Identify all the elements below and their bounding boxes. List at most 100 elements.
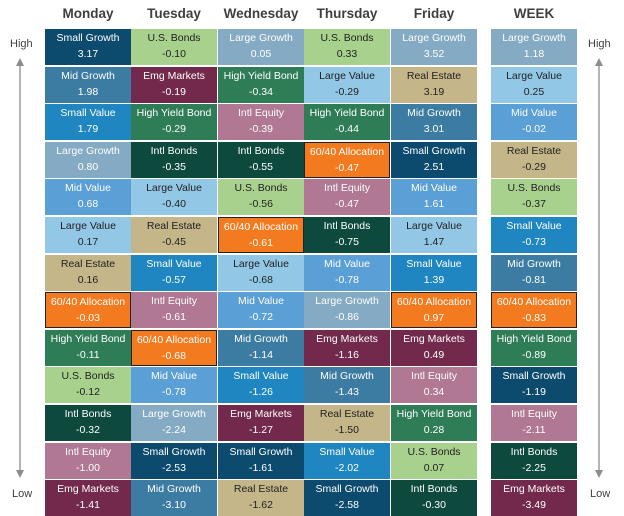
cell-return-value: -0.57 <box>162 273 186 286</box>
cell-asset-label: Small Value <box>506 220 562 232</box>
cell-asset-label: Emg Markets <box>57 483 119 496</box>
cell-monday-intl-equity: Intl Equity -1.00 <box>45 442 131 479</box>
cell-asset-label: Real Estate <box>233 483 289 496</box>
cell-monday-60-40-allocation: 60/40 Allocation -0.03 <box>45 292 131 329</box>
cell-return-value: -0.44 <box>335 123 359 136</box>
high-label-right: High <box>588 38 611 50</box>
cell-return-value: 1.98 <box>77 85 99 98</box>
cell-return-value: -0.56 <box>249 198 273 211</box>
cell-thursday-mid-value: Mid Value -0.78 <box>304 254 390 291</box>
cell-return-value: 0.80 <box>77 160 99 173</box>
column-header-wednesday: Wednesday <box>223 6 299 21</box>
cell-return-value: -1.62 <box>249 499 273 512</box>
cell-asset-label: Emg Markets <box>316 332 378 345</box>
cell-return-value: 1.61 <box>423 198 445 211</box>
cell-asset-label: Mid Growth <box>507 257 561 270</box>
cell-return-value: 0.17 <box>77 236 99 248</box>
cell-asset-label: Large Growth <box>402 32 466 44</box>
cell-week-small-value: Small Value -0.73 <box>491 217 577 253</box>
cell-tuesday-small-growth: Small Growth -2.53 <box>131 442 217 479</box>
cell-return-value: 3.17 <box>77 48 99 60</box>
cell-return-value: 1.18 <box>523 48 545 60</box>
cell-asset-label: 60/40 Allocation <box>223 221 299 233</box>
cell-wednesday-mid-value: Mid Value -0.72 <box>218 292 304 329</box>
cell-return-value: 0.33 <box>336 48 358 60</box>
cell-return-value: -0.19 <box>162 85 186 98</box>
cell-asset-label: High Yield Bond <box>496 332 572 345</box>
cell-asset-label: 60/40 Allocation <box>396 296 472 309</box>
cell-wednesday-small-growth: Small Growth -1.61 <box>218 442 304 479</box>
cell-wednesday-high-yield-bond: High Yield Bond -0.34 <box>218 66 304 103</box>
cell-asset-label: Small Growth <box>402 144 466 157</box>
cell-asset-label: Intl Bonds <box>323 220 371 232</box>
cell-week-real-estate: Real Estate -0.29 <box>491 141 577 178</box>
cell-monday-large-value: Large Value 0.17 <box>45 217 131 253</box>
cell-return-value: -2.58 <box>335 499 359 512</box>
cell-return-value: -0.37 <box>522 198 546 211</box>
cell-thursday-small-growth: Small Growth -2.58 <box>304 480 390 516</box>
cell-return-value: -0.35 <box>162 160 186 173</box>
cell-week-mid-growth: Mid Growth -0.81 <box>491 254 577 291</box>
cell-return-value: 3.52 <box>423 48 445 60</box>
cell-asset-label: High Yield Bond <box>309 107 385 120</box>
cell-asset-label: Intl Bonds <box>150 144 198 157</box>
cell-wednesday-intl-equity: Intl Equity -0.39 <box>218 104 304 141</box>
cell-asset-label: Small Growth <box>229 445 293 458</box>
cell-asset-label: Large Value <box>506 69 562 82</box>
cell-return-value: -0.47 <box>335 198 359 211</box>
cell-asset-label: Intl Bonds <box>410 483 458 496</box>
cell-asset-label: Intl Equity <box>237 107 285 120</box>
column-header-thursday: Thursday <box>316 6 378 21</box>
cell-tuesday-intl-equity: Intl Equity -0.61 <box>131 292 217 329</box>
cell-asset-label: Emg Markets <box>503 483 565 496</box>
cell-return-value: -0.10 <box>162 48 186 60</box>
cell-return-value: -0.45 <box>162 236 186 248</box>
cell-return-value: 1.39 <box>423 273 445 286</box>
cell-return-value: 0.07 <box>423 461 445 474</box>
cell-return-value: -0.72 <box>249 311 273 324</box>
cell-return-value: 0.68 <box>77 198 99 211</box>
cell-thursday-60-40-allocation: 60/40 Allocation -0.47 <box>304 141 390 178</box>
cell-return-value: -0.61 <box>249 237 273 249</box>
cell-thursday-emg-markets: Emg Markets -1.16 <box>304 329 390 366</box>
cell-asset-label: Real Estate <box>319 408 375 420</box>
cell-week-large-value: Large Value 0.25 <box>491 66 577 103</box>
cell-asset-label: U.S. Bonds <box>507 182 561 195</box>
cell-friday-mid-value: Mid Value 1.61 <box>391 179 477 216</box>
cell-asset-label: 60/40 Allocation <box>136 333 212 346</box>
cell-return-value: -0.55 <box>249 160 273 173</box>
cell-return-value: 0.49 <box>423 348 445 361</box>
cell-friday-emg-markets: Emg Markets 0.49 <box>391 329 477 366</box>
cell-tuesday-u-s-bonds: U.S. Bonds -0.10 <box>131 29 217 65</box>
cell-asset-label: Mid Value <box>411 182 457 195</box>
cell-return-value: -1.27 <box>249 424 273 436</box>
cell-return-value: -2.11 <box>522 424 546 436</box>
cell-return-value: -0.75 <box>335 236 359 248</box>
cell-asset-label: U.S. Bonds <box>147 32 201 44</box>
cell-tuesday-real-estate: Real Estate -0.45 <box>131 217 217 253</box>
cell-tuesday-high-yield-bond: High Yield Bond -0.29 <box>131 104 217 141</box>
cell-return-value: -1.00 <box>76 461 100 474</box>
cell-asset-label: Real Estate <box>146 220 202 232</box>
cell-asset-label: Mid Value <box>511 107 557 120</box>
cell-week-small-growth: Small Growth -1.19 <box>491 367 577 404</box>
cell-tuesday-mid-growth: Mid Growth -3.10 <box>131 480 217 516</box>
cell-return-value: -1.50 <box>335 424 359 436</box>
cell-week-60-40-allocation: 60/40 Allocation -0.83 <box>491 292 577 329</box>
column-header-tuesday: Tuesday <box>147 6 201 21</box>
cell-return-value: 0.16 <box>77 273 99 286</box>
cell-return-value: -0.78 <box>335 273 359 286</box>
cell-friday-small-value: Small Value 1.39 <box>391 254 477 291</box>
cell-thursday-large-value: Large Value -0.29 <box>304 66 390 103</box>
cell-asset-label: Intl Bonds <box>64 408 112 420</box>
cell-thursday-u-s-bonds: U.S. Bonds 0.33 <box>304 29 390 65</box>
cell-asset-label: U.S. Bonds <box>320 32 374 44</box>
column-header-monday: Monday <box>62 6 114 21</box>
cell-asset-label: Small Growth <box>502 370 566 383</box>
cell-tuesday-mid-value: Mid Value -0.78 <box>131 367 217 404</box>
cell-return-value: -0.32 <box>76 424 100 436</box>
cell-monday-u-s-bonds: U.S. Bonds -0.12 <box>45 367 131 404</box>
cell-return-value: -0.39 <box>249 123 273 136</box>
cell-asset-label: Intl Equity <box>323 182 371 195</box>
cell-asset-label: Small Value <box>406 257 462 270</box>
